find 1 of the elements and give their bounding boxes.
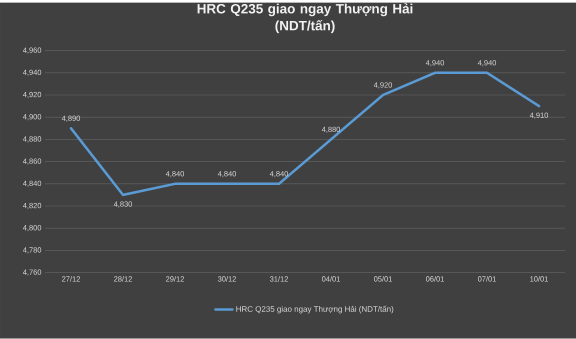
chart-title: HRC Q235 giao ngay Thượng Hải (NDT/tấn) [198,4,412,34]
